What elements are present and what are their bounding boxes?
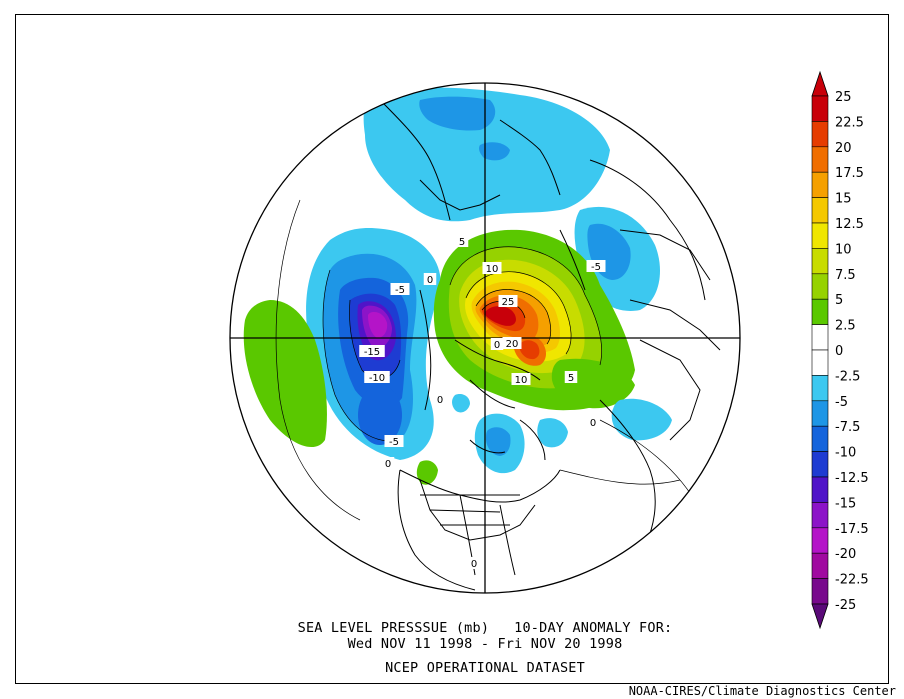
svg-text:-5: -5 (389, 437, 399, 448)
svg-text:0: 0 (437, 395, 443, 406)
contour-label: 20 (502, 337, 522, 350)
contour-lines (275, 199, 701, 521)
colorbar-swatch (811, 95, 829, 122)
svg-text:-5: -5 (395, 285, 405, 296)
title-line-3: NCEP OPERATIONAL DATASET (385, 660, 585, 676)
svg-text:0: 0 (471, 559, 477, 570)
colorbar-swatch (811, 248, 829, 275)
svg-text:-10: -10 (369, 373, 385, 384)
colorbar: 25 22.5 20 17.5 15 12.5 10 7.5 5 2.5 0 -2.5 -5 -7.5 -1… (811, 70, 869, 630)
colorbar-top-arrow (811, 70, 829, 97)
colorbar-label: -7.5 (835, 420, 860, 435)
contour-label: 10 (482, 262, 502, 275)
svg-text:5: 5 (459, 237, 465, 248)
colorbar-label: 17.5 (835, 166, 864, 181)
contour-label: 5 (564, 371, 578, 384)
svg-text:25: 25 (502, 297, 515, 308)
colorbar-label: -15 (835, 496, 856, 511)
svg-text:0: 0 (494, 340, 500, 351)
colorbar-swatch (811, 121, 829, 148)
contour-label: 0 (423, 273, 437, 286)
colorbar-label: 20 (835, 141, 852, 156)
contour-label: -15 (359, 345, 385, 358)
contour-label: 0 (467, 557, 481, 570)
contour-label: -5 (384, 435, 404, 448)
colorbar-swatch (811, 476, 829, 503)
contour-label: 5 (455, 235, 469, 248)
colorbar-label: 25 (835, 90, 852, 105)
colorbar-label: -2.5 (835, 369, 860, 384)
svg-text:-15: -15 (364, 347, 380, 358)
contour-label: -10 (364, 371, 390, 384)
colorbar-label: -5 (835, 395, 848, 410)
colorbar-label: -10 (835, 446, 856, 461)
contour-label: 0 (433, 393, 447, 406)
svg-text:-5: -5 (591, 262, 601, 273)
svg-text:0: 0 (427, 275, 433, 286)
contour-label: -5 (586, 260, 606, 273)
svg-text:10: 10 (515, 375, 528, 386)
title-line-1: SEA LEVEL PRESSSUE (mb) 10-DAY ANOMALY F… (297, 620, 673, 636)
colorbar-swatch (811, 298, 829, 325)
colorbar-label: 10 (835, 242, 852, 257)
colorbar-swatch (811, 171, 829, 198)
plot-frame (15, 14, 889, 684)
colorbar-swatch (811, 375, 829, 402)
colorbar-label: 15 (835, 192, 852, 207)
colorbar-swatch (811, 197, 829, 224)
svg-text:5: 5 (568, 373, 574, 384)
colorbar-swatch (811, 222, 829, 249)
contour-label: -5 (390, 283, 410, 296)
colorbar-label: -20 (835, 547, 856, 562)
contour-label: 0 (381, 457, 395, 470)
colorbar-swatch (811, 400, 829, 427)
anomaly-region-pacific-high (243, 300, 327, 448)
colorbar-label: 0 (835, 344, 843, 359)
colorbar-label: -12.5 (835, 471, 869, 486)
map-boundary (229, 82, 741, 594)
colorbar-swatch (811, 502, 829, 529)
contour-label: 0 (490, 338, 504, 351)
colorbar-swatch (811, 552, 829, 579)
colorbar-swatch (811, 578, 829, 605)
credit-text: NOAA-CIRES/Climate Diagnostics Center (628, 684, 896, 698)
svg-text:0: 0 (385, 459, 391, 470)
colorbar-swatch (811, 273, 829, 300)
title-line-2: Wed NOV 11 1998 - Fri NOV 20 1998 (347, 636, 623, 652)
contour-label: 10 (511, 373, 531, 386)
colorbar-label: 7.5 (835, 268, 856, 283)
svg-text:0: 0 (590, 418, 596, 429)
colorbar-bottom-arrow (811, 603, 829, 630)
svg-text:20: 20 (506, 339, 519, 350)
contour-labels: 5 10 25 -5 0 -15 20 -10 10 5 -5 -5 0 0 0 0 0 (359, 235, 606, 570)
colorbar-label: 5 (835, 293, 843, 308)
colorbar-swatch (811, 527, 829, 554)
colorbar-label: 22.5 (835, 115, 864, 130)
colorbar-label: -25 (835, 598, 856, 613)
svg-text:10: 10 (486, 264, 499, 275)
colorbar-label: 12.5 (835, 217, 864, 232)
colorbar-swatch (811, 451, 829, 478)
colorbar-swatch (811, 425, 829, 452)
colorbar-swatch (811, 146, 829, 173)
colorbar-swatch (811, 349, 829, 376)
colorbar-label: 2.5 (835, 319, 856, 334)
colorbar-swatch (811, 324, 829, 351)
contour-label: 25 (498, 295, 518, 308)
contour-label: 0 (586, 416, 600, 429)
colorbar-label: -22.5 (835, 573, 869, 588)
colorbar-label: -17.5 (835, 522, 869, 537)
